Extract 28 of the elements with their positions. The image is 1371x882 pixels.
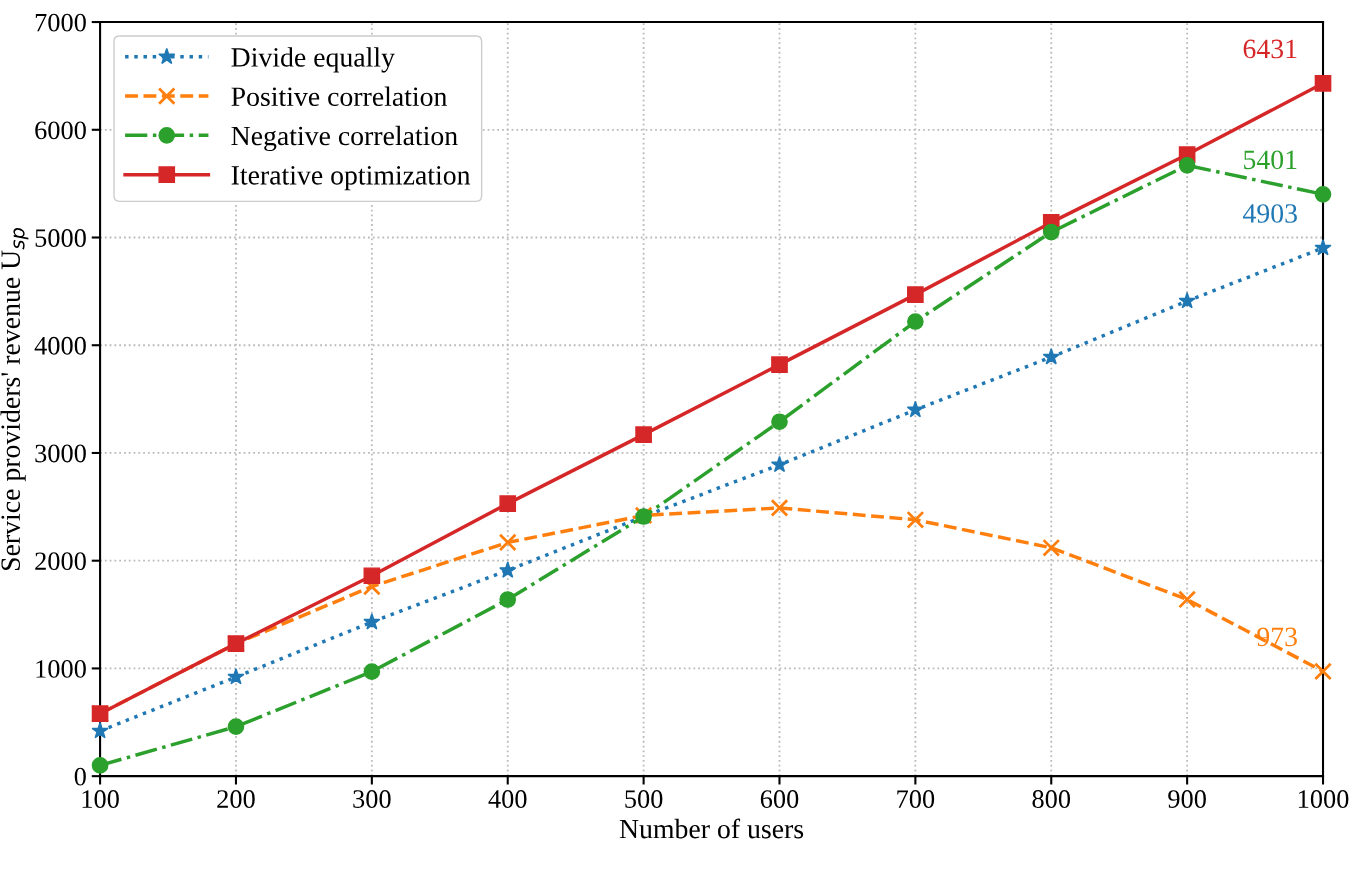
x-tick-label: 100 [82, 790, 119, 808]
x-tick-label: 500 [625, 790, 663, 808]
x-tick-label: 700 [897, 790, 935, 808]
x-tick-label: 600 [760, 790, 799, 808]
y-tick-label: 2000 [35, 552, 86, 571]
y-tick-label: 7000 [35, 13, 86, 32]
data-label: 6431 [1243, 39, 1297, 59]
y-tick-label: 1000 [36, 660, 86, 678]
x-tick-label: 200 [217, 790, 255, 808]
y-tick-label: 6000 [35, 121, 86, 140]
x-tick-label: 1000 [1298, 790, 1349, 808]
legend-label: Iterative optimization [231, 166, 471, 191]
x-tick-label: 300 [353, 790, 391, 808]
legend-label: Divide equally [231, 47, 395, 73]
y-tick-label: 3000 [35, 444, 86, 463]
x-tick-label: 800 [1032, 790, 1071, 808]
legend-label: Negative correlation [231, 125, 458, 152]
y-tick-label: 0 [74, 767, 86, 786]
x-tick-label: 400 [488, 790, 527, 808]
data-label: 5401 [1244, 150, 1297, 170]
y-tick-label: 4000 [34, 336, 86, 355]
data-label: 4903 [1243, 204, 1297, 223]
legend-label: Positive correlation [231, 86, 447, 107]
y-axis-title: Service providers' revenue U$_{sp}$ [0, 228, 29, 571]
y-tick-label: 5000 [35, 229, 86, 247]
x-axis-title: Number of users [619, 818, 804, 839]
data-label: 973 [1257, 627, 1297, 647]
x-tick-label: 900 [1168, 790, 1206, 808]
